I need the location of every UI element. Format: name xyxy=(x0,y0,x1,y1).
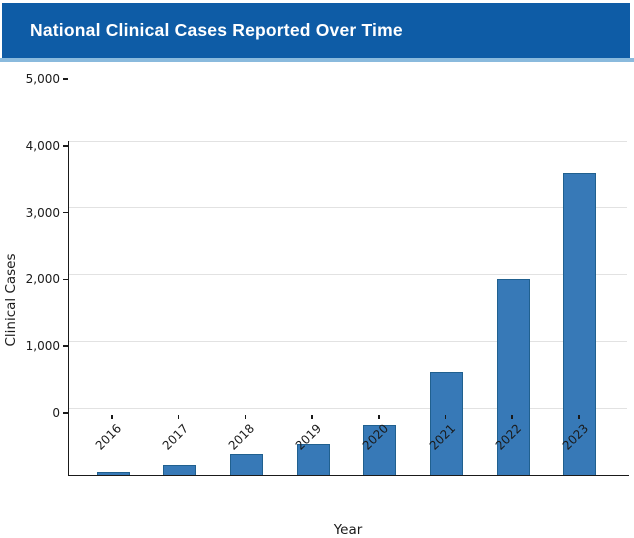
bar-2023 xyxy=(563,173,597,475)
plot-area xyxy=(68,140,629,476)
y-tick-label: 5,000 xyxy=(25,72,60,86)
x-tick-mark xyxy=(511,414,513,419)
bar-2018 xyxy=(229,454,263,475)
y-tick-label: 4,000 xyxy=(25,138,60,153)
gridline xyxy=(69,407,627,409)
y-tick-mark xyxy=(63,278,68,281)
bar-chart: Clinical Cases 0 1,000 2,000 3,000 4,000 5,00… xyxy=(0,62,634,538)
x-axis-label: Year xyxy=(333,522,363,538)
x-tick-mark xyxy=(444,414,447,419)
banner-accent-strip xyxy=(0,58,634,62)
chart-title-banner: National Clinical Cases Reported Over Ti… xyxy=(2,3,630,58)
gridline xyxy=(69,207,627,209)
y-tick-label: 2,000 xyxy=(25,272,60,287)
y-tick-mark xyxy=(63,145,68,147)
x-tick-mark xyxy=(111,414,113,419)
y-tick-mark xyxy=(63,345,68,347)
y-tick-label: 0 xyxy=(52,406,60,420)
x-tick-mark xyxy=(378,414,380,419)
bar-2022 xyxy=(496,279,530,475)
bar-2019 xyxy=(296,444,330,475)
gridline xyxy=(69,140,627,142)
bar-2021 xyxy=(430,371,463,475)
y-tick-mark xyxy=(63,412,68,414)
x-tick-mark xyxy=(177,414,180,419)
x-tick-mark xyxy=(578,414,580,419)
gridline xyxy=(69,340,627,342)
y-tick-label: 3,000 xyxy=(25,205,60,220)
y-tick-mark xyxy=(63,78,68,80)
x-tick-mark xyxy=(244,414,247,419)
y-tick-mark xyxy=(63,211,68,214)
x-tick-mark xyxy=(311,414,313,419)
bar-2020 xyxy=(363,425,397,475)
bar-2016 xyxy=(96,472,130,475)
gridline xyxy=(69,274,627,276)
bar-2017 xyxy=(163,464,197,475)
y-tick-label: 1,000 xyxy=(25,339,60,354)
chart-title: National Clinical Cases Reported Over Ti… xyxy=(30,20,403,40)
